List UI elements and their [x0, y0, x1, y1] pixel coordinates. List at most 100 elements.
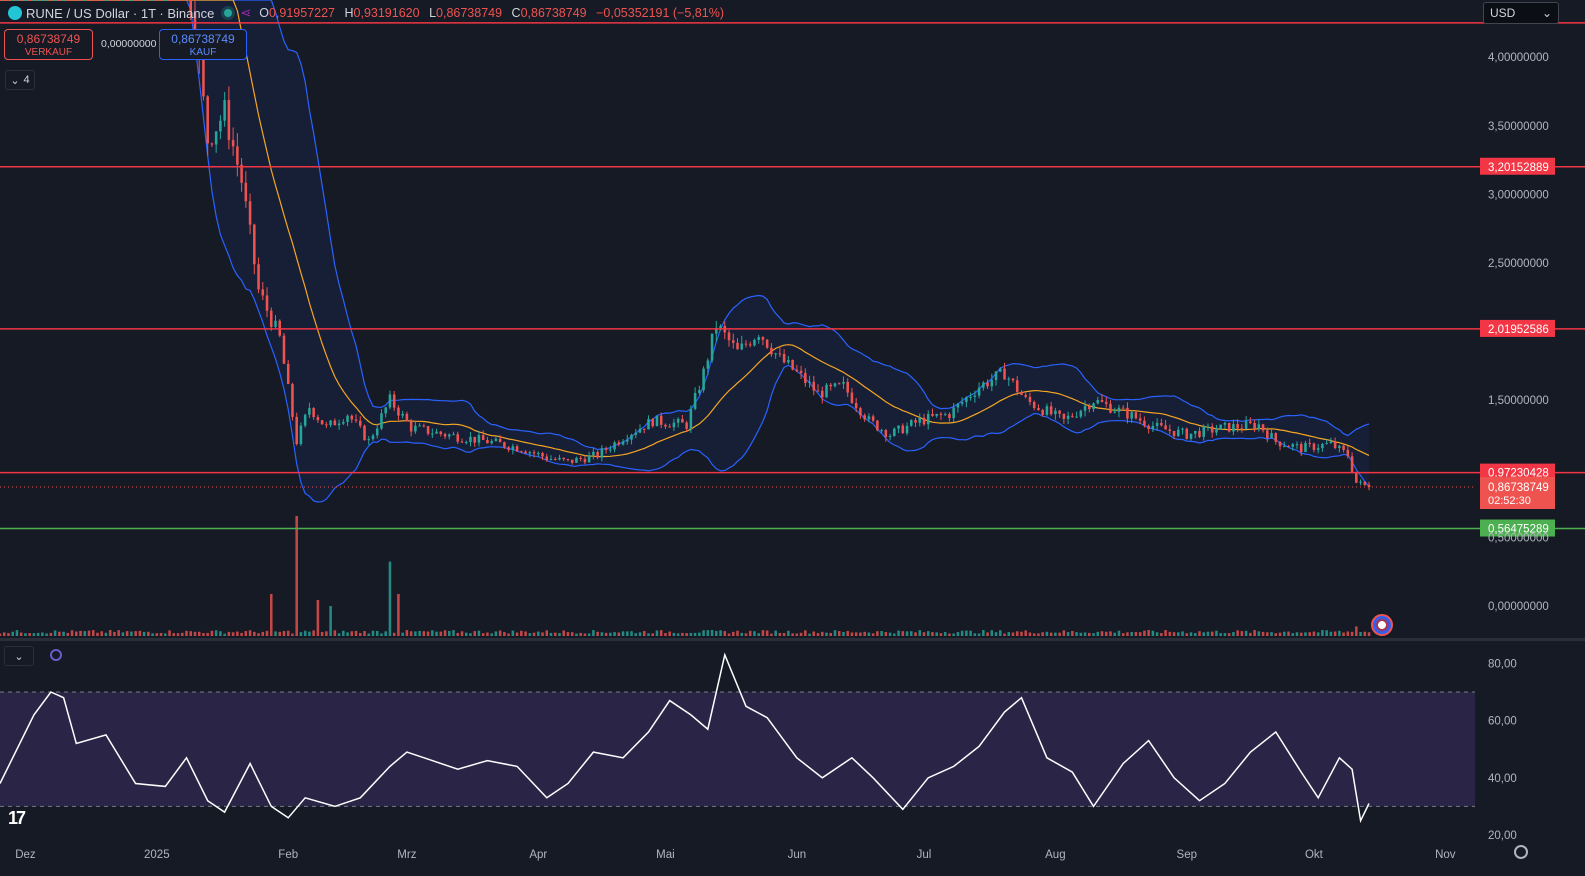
candle-body — [257, 264, 260, 290]
candle-body — [1058, 410, 1061, 414]
volume-bar — [960, 630, 964, 636]
volume-bar — [1266, 632, 1269, 636]
volume-bar — [236, 631, 239, 636]
volume-bar — [965, 630, 968, 636]
volume-bar — [1126, 632, 1129, 636]
volume-bar — [1333, 631, 1337, 636]
candle-body — [829, 384, 833, 387]
volume-bar — [774, 630, 777, 636]
candle-body — [965, 397, 968, 403]
candle-body — [659, 415, 663, 425]
symbol-title[interactable]: RUNE / US Dollar · 1T · Binance — [26, 5, 215, 21]
candle-body — [990, 380, 994, 387]
volume-bar — [494, 631, 498, 636]
ohlc-change: −0,05352191 (−5,81%) — [596, 6, 724, 20]
volume-bar — [1172, 632, 1176, 636]
tradingview-logo[interactable]: 17 — [8, 808, 26, 828]
candle-body — [426, 426, 430, 434]
volume-bar — [333, 630, 337, 636]
candle-body — [206, 96, 209, 144]
price-tick-label: 2,50000000 — [1488, 258, 1549, 270]
candle-body — [325, 424, 328, 426]
volume-bar — [558, 633, 561, 636]
volume-bar — [744, 633, 748, 636]
sell-button[interactable]: 0,86738749 VERKAUF — [4, 29, 93, 60]
candle-body — [727, 332, 731, 341]
volume-bar — [1104, 631, 1108, 636]
volume-bar — [1287, 631, 1290, 636]
candle-body — [566, 459, 570, 461]
price-tick-label: 1,50000000 — [1488, 395, 1549, 407]
candle-body — [922, 417, 926, 425]
volume-bar — [1223, 633, 1227, 636]
candle-body — [960, 402, 964, 404]
candle-body — [36, 0, 40, 1]
volume-bar — [1346, 631, 1350, 636]
share-icon[interactable]: ⋖ — [240, 5, 252, 20]
volume-bar — [837, 631, 841, 636]
candle-body — [1338, 445, 1341, 448]
volume-bar — [799, 632, 803, 636]
volume-bar — [1134, 631, 1138, 636]
candle-body — [1100, 400, 1104, 402]
candle-body — [1333, 441, 1337, 448]
volume-bar — [426, 631, 430, 636]
candle-body — [312, 408, 315, 418]
candle-body — [1147, 425, 1150, 429]
volume-bar — [1088, 632, 1091, 636]
candle-body — [549, 458, 553, 460]
volume-bar — [164, 633, 167, 636]
candle-body — [507, 447, 510, 450]
candle-body — [672, 422, 676, 428]
volume-bar — [452, 630, 455, 636]
moving-average — [0, 0, 1370, 458]
volume-bar — [1270, 632, 1273, 636]
candle-body — [613, 442, 616, 450]
chevron-down-icon: ⌄ — [10, 74, 20, 87]
us-flag-event-icon[interactable] — [1371, 614, 1393, 636]
settings-icon[interactable] — [1514, 845, 1528, 859]
symbol-header[interactable]: RUNE / US Dollar · 1T · Binance ⋖ O0,919… — [8, 3, 730, 23]
volume-bar — [600, 632, 604, 636]
volume-bar — [219, 631, 222, 636]
volume-bar — [740, 632, 744, 636]
volume-bar — [621, 631, 625, 636]
volume-bar — [719, 630, 722, 636]
candle-body — [1266, 430, 1269, 439]
candle-body — [575, 458, 578, 463]
candle-body — [1054, 410, 1057, 415]
volume-bar — [1138, 632, 1142, 636]
indicators-toggle-button[interactable]: ⌄ 4 — [5, 70, 35, 90]
candle-body — [562, 457, 565, 460]
volume-bar — [956, 632, 960, 636]
volume-bar — [931, 632, 934, 636]
candle-body — [1261, 424, 1265, 431]
candle-body — [1240, 428, 1244, 430]
volume-bar — [0, 633, 2, 636]
buy-button[interactable]: 0,86738749 KAUF — [159, 29, 247, 60]
currency-select[interactable]: USD ⌄ — [1483, 2, 1559, 24]
volume-bar — [1278, 632, 1282, 636]
volume-bar — [1363, 631, 1367, 636]
volume-bar — [698, 632, 701, 636]
candle-body — [130, 0, 133, 1]
volume-bar — [727, 633, 731, 636]
volume-bar — [469, 633, 472, 636]
volume-bar — [676, 633, 680, 636]
candle-body — [888, 435, 892, 437]
volume-bar — [634, 633, 638, 636]
candle-body — [1312, 443, 1316, 450]
volume-bar — [96, 632, 99, 636]
candle-body — [1024, 394, 1027, 397]
candle-body — [1325, 443, 1328, 445]
candle-body — [1227, 422, 1231, 432]
candle-body — [1342, 445, 1345, 450]
volume-bar — [7, 633, 10, 636]
spread-value: 0,00000000 — [101, 38, 157, 50]
volume-bar — [1024, 630, 1027, 636]
volume-bar — [503, 632, 506, 636]
volume-bar — [1092, 633, 1095, 636]
rsi-collapse-button[interactable]: ⌄ — [4, 646, 34, 666]
volume-bar — [1193, 633, 1197, 636]
